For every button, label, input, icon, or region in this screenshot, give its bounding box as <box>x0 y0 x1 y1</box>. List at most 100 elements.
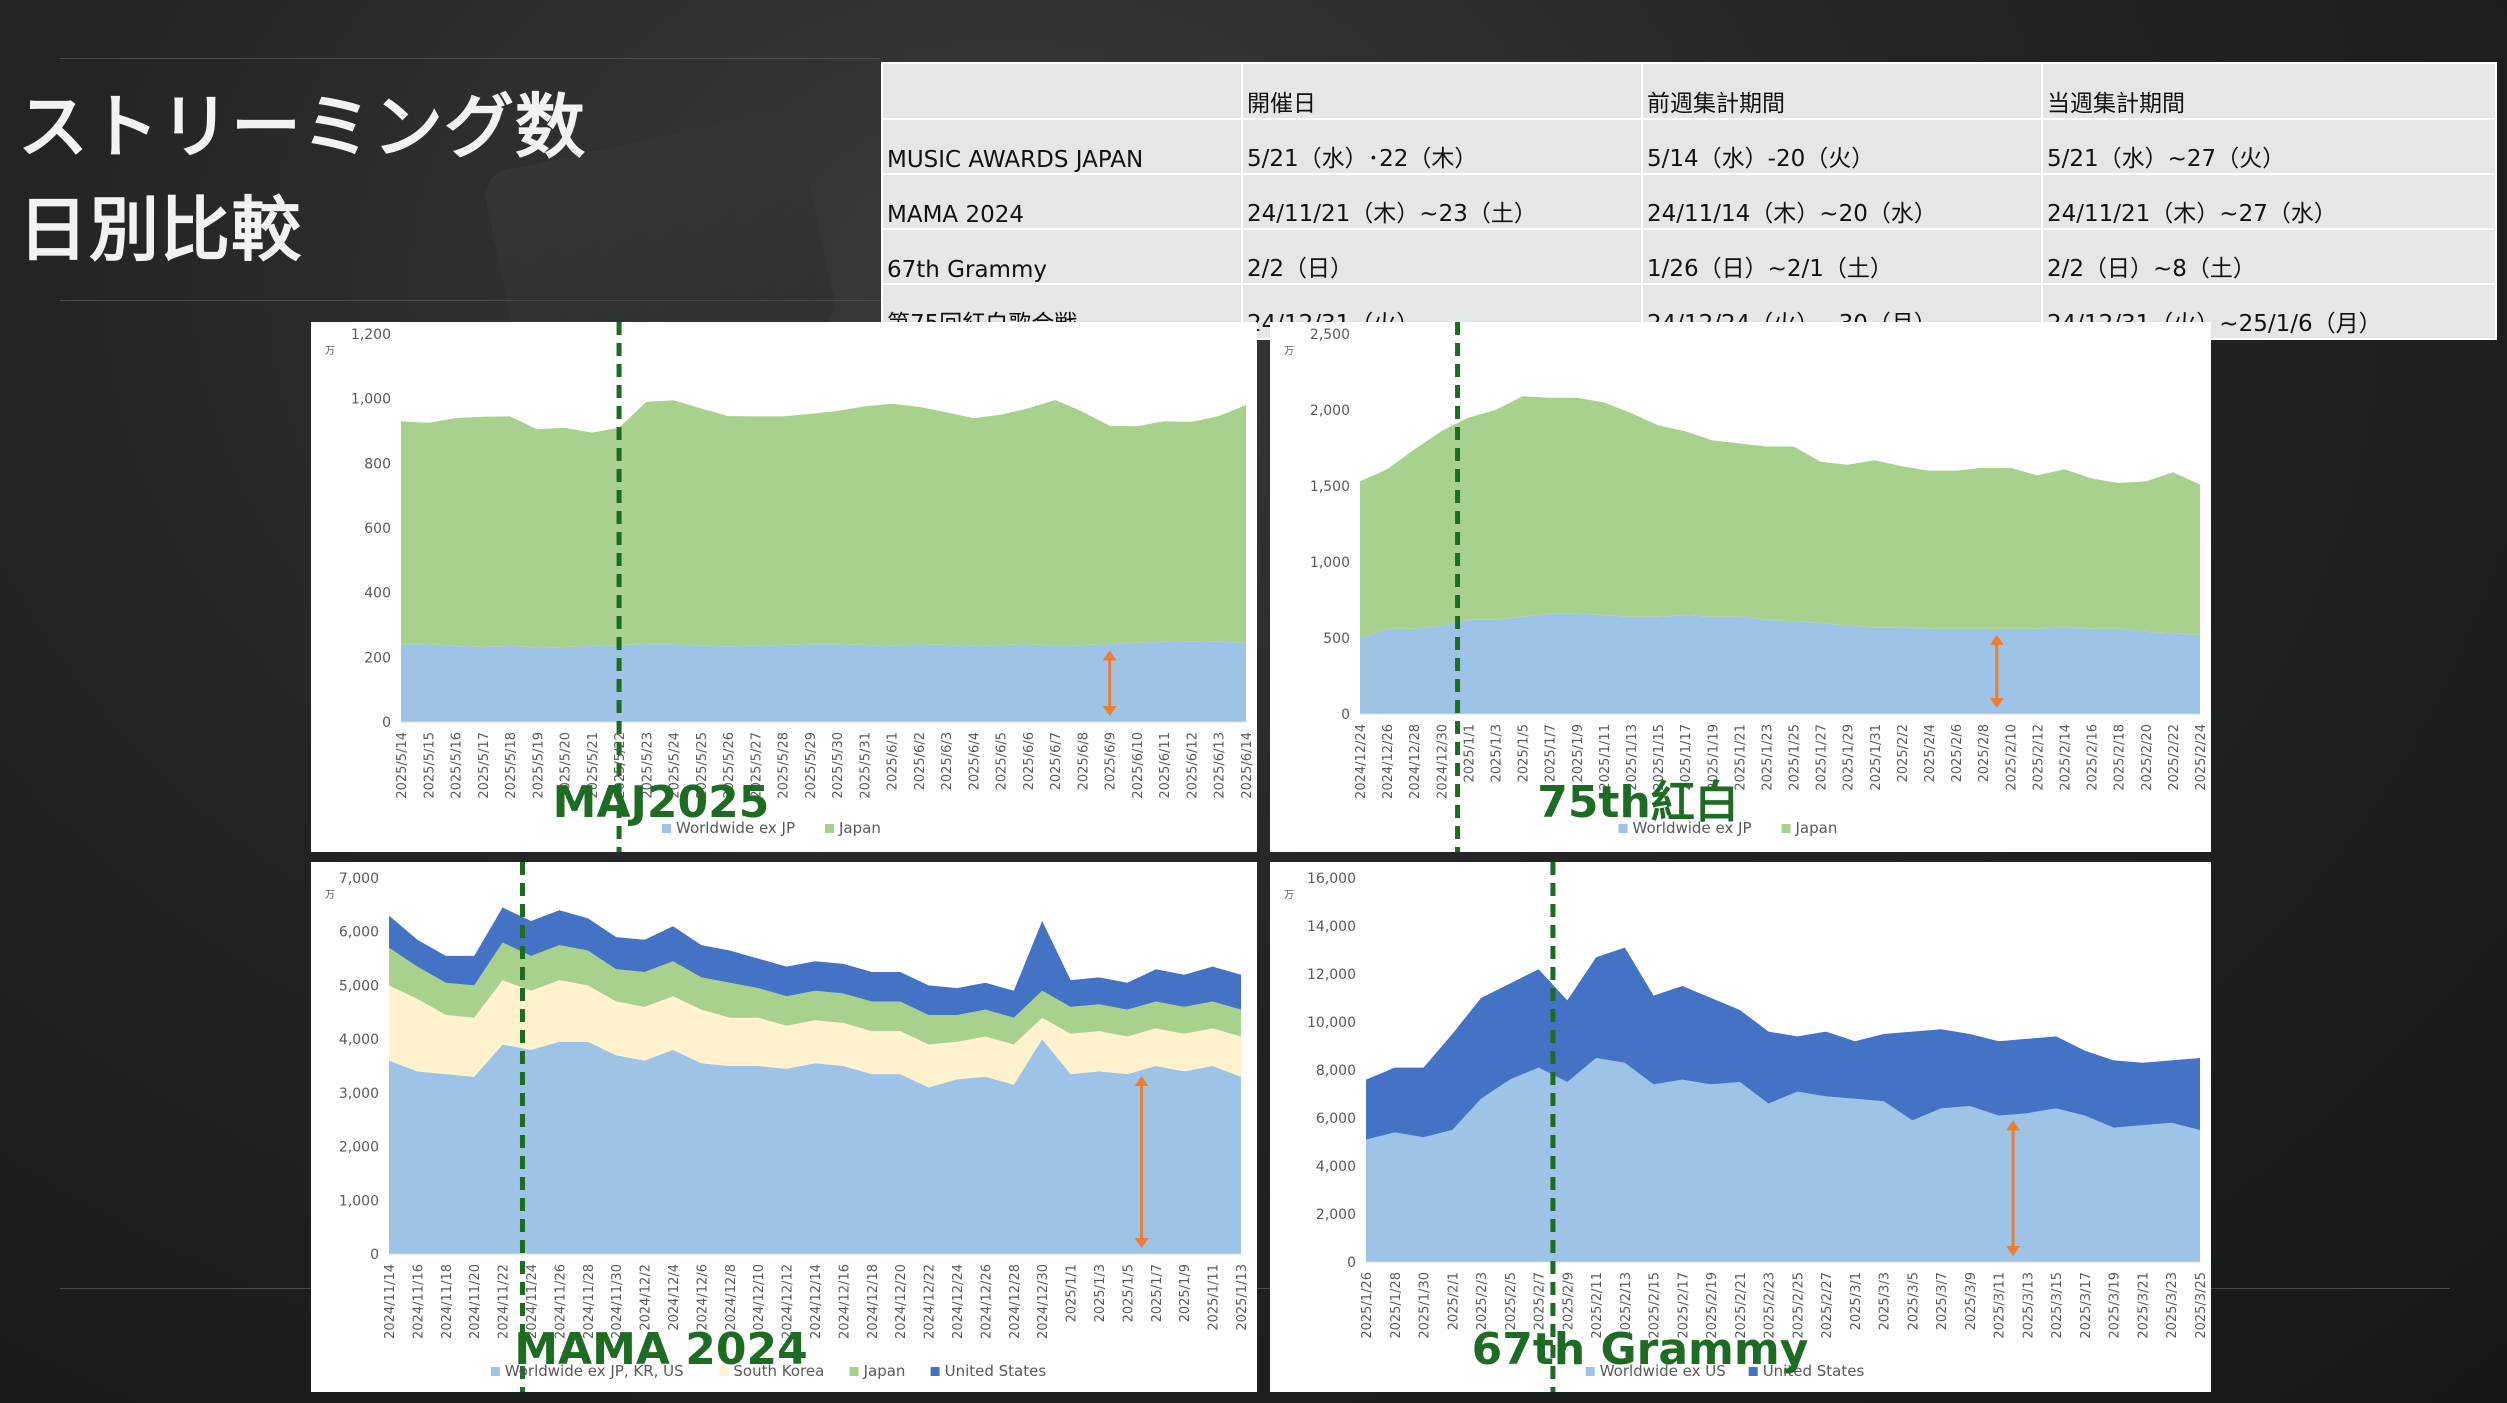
table-header-cell: 開催日 <box>1241 62 1643 120</box>
table-cell: 5/14（水）-20（火） <box>1641 118 2043 175</box>
x-tick-label: 2025/2/15 <box>1648 1272 1663 1339</box>
difference-arrow-head-up <box>2006 1120 2021 1131</box>
x-tick-label: 2025/2/7 <box>1533 1272 1548 1330</box>
chart-legend: Worldwide ex US United States <box>1585 1362 1865 1380</box>
x-tick-label: 2025/2/21 <box>1734 1272 1749 1339</box>
x-tick-label: 2025/3/13 <box>2021 1272 2036 1339</box>
y-tick-label: 0 <box>1347 1255 1356 1271</box>
table-cell: 1/26（日）~2/1（土） <box>1641 228 2043 285</box>
x-tick-label: 2024/12/20 <box>894 1264 909 1339</box>
x-tick-label: 2025/1/13 <box>1235 1264 1250 1331</box>
legend-label: United States <box>1763 1362 1865 1380</box>
x-tick-label: 2025/5/27 <box>749 732 764 799</box>
y-tick-label: 6,000 <box>1316 1111 1356 1127</box>
y-tick-label: 6,000 <box>339 925 379 941</box>
unit-label: 万 <box>1284 890 1294 901</box>
x-tick-label: 2025/6/10 <box>1131 732 1146 799</box>
table-cell: MAMA 2024 <box>881 173 1243 230</box>
x-tick-label: 2025/1/23 <box>1760 724 1775 791</box>
x-tick-label: 2025/3/1 <box>1849 1272 1864 1330</box>
table-cell: 24/11/21（木）~27（水） <box>2041 173 2497 230</box>
stacked-area-chart: 万 0 500 1,000 1,500 2,000 2,500 2024/12/24 2024/… <box>1284 322 2209 852</box>
x-tick-label: 2025/1/15 <box>1652 724 1667 791</box>
chart-legend: Worldwide ex JP Japan <box>1618 819 1837 837</box>
legend-label: Worldwide ex JP <box>1633 819 1752 837</box>
legend-swatch-worldwide-ex-jp <box>1618 824 1628 833</box>
x-tick-label: 2025/1/19 <box>1706 724 1721 791</box>
legend-label: Worldwide ex JP <box>676 819 795 837</box>
x-tick-label: 2025/1/11 <box>1207 1264 1222 1331</box>
y-tick-label: 5,000 <box>339 978 379 994</box>
legend-label: Japan <box>838 819 881 837</box>
x-tick-label: 2025/3/23 <box>2165 1272 2180 1339</box>
x-tick-label: 2025/2/4 <box>1923 724 1938 782</box>
x-tick-label: 2025/1/30 <box>1418 1272 1433 1339</box>
x-tick-label: 2024/12/28 <box>1008 1264 1023 1339</box>
x-tick-label: 2024/11/24 <box>525 1264 540 1339</box>
x-tick-label: 2025/2/23 <box>1763 1272 1778 1339</box>
x-tick-label: 2024/12/18 <box>866 1264 881 1339</box>
legend-swatch-japan <box>825 824 834 833</box>
x-tick-label: 2025/5/21 <box>586 732 601 799</box>
table-row: MAMA 2024 24/11/21（木）~23（土） 24/11/14（木）~… <box>881 173 2497 230</box>
series-area-united-states <box>389 907 1241 1018</box>
table-cell: 5/21（水）･22（木） <box>1241 118 1643 175</box>
legend-swatch-worldwide-ex-jp <box>662 824 671 833</box>
table-cell: 2/2（日） <box>1241 228 1643 285</box>
x-tick-label: 2025/3/21 <box>2136 1272 2151 1339</box>
x-tick-label: 2024/11/28 <box>582 1264 597 1339</box>
x-tick-label: 2024/12/22 <box>923 1264 938 1339</box>
y-tick-label: 1,000 <box>339 1193 379 1209</box>
x-tick-label: 2025/6/3 <box>940 732 955 790</box>
x-tick-label: 2025/6/8 <box>1076 732 1091 790</box>
header-top-divider <box>60 58 880 59</box>
x-tick-label: 2025/2/18 <box>2113 724 2128 791</box>
x-tick-label: 2025/2/9 <box>1561 1272 1576 1330</box>
page-title-line1: ストリーミング数 <box>18 86 586 168</box>
legend-label: Worldwide ex US <box>1600 1362 1726 1380</box>
x-tick-label: 2024/11/20 <box>468 1264 483 1339</box>
x-tick-label: 2025/5/18 <box>504 732 519 799</box>
series-area-worldwide-ex-us <box>1366 1058 2200 1262</box>
y-tick-label: 800 <box>364 456 391 472</box>
x-tick-label: 2024/12/2 <box>639 1264 654 1331</box>
series-area-worldwide-ex-jp <box>1360 613 2200 714</box>
x-tick-label: 2024/12/14 <box>809 1264 824 1339</box>
x-tick-label: 2025/1/5 <box>1517 724 1532 782</box>
x-tick-label: 2025/6/12 <box>1185 732 1200 799</box>
x-tick-label: 2025/2/12 <box>2031 724 2046 791</box>
y-tick-label: 600 <box>364 521 391 537</box>
x-tick-label: 2025/6/6 <box>1022 732 1037 790</box>
x-tick-label: 2025/5/26 <box>722 732 737 799</box>
difference-arrow-head-up <box>1134 1076 1149 1087</box>
stacked-area-chart: 万 0 2,000 4,000 6,000 8,000 10,000 12,000 14,000… <box>1284 862 2209 1392</box>
stacked-area-chart: 万 0 200 400 600 800 1,000 1,200 2025/5/14 2025/5/… <box>325 322 1255 852</box>
x-tick-label: 2025/1/5 <box>1121 1264 1136 1322</box>
stacked-area-chart: 万 0 1,000 2,000 3,000 4,000 5,000 6,000 7,000 202… <box>325 862 1250 1392</box>
event-label: 75th紅白 <box>1537 777 1739 828</box>
x-tick-label: 2025/1/1 <box>1462 724 1477 782</box>
legend-swatch-united-states <box>1748 1367 1758 1376</box>
table-row: 67th Grammy 2/2（日） 1/26（日）~2/1（土） 2/2（日）… <box>881 228 2497 285</box>
x-tick-label: 2025/5/23 <box>640 732 655 799</box>
x-tick-label: 2024/11/18 <box>440 1264 455 1339</box>
x-tick-label: 2025/2/8 <box>1977 724 1992 782</box>
x-tick-label: 2025/1/25 <box>1788 724 1803 791</box>
unit-label: 万 <box>1284 346 1294 357</box>
x-tick-label: 2025/3/9 <box>1964 1272 1979 1330</box>
x-tick-label: 2025/5/31 <box>858 732 873 799</box>
y-tick-label: 400 <box>364 586 391 602</box>
y-tick-label: 4,000 <box>339 1032 379 1048</box>
y-tick-label: 1,000 <box>351 392 391 408</box>
x-tick-label: 2024/12/24 <box>951 1264 966 1339</box>
x-tick-label: 2025/3/19 <box>2108 1272 2123 1339</box>
x-tick-label: 2024/12/24 <box>1354 724 1369 799</box>
x-tick-label: 2025/6/7 <box>1049 732 1064 790</box>
y-tick-label: 2,000 <box>1310 403 1350 419</box>
x-tick-label: 2025/2/5 <box>1504 1272 1519 1330</box>
x-tick-label: 2025/5/19 <box>531 732 546 799</box>
legend-swatch-united-states <box>930 1367 940 1376</box>
y-tick-label: 0 <box>370 1247 379 1263</box>
legend-swatch-japan <box>849 1367 859 1376</box>
x-tick-label: 2025/6/13 <box>1213 732 1228 799</box>
